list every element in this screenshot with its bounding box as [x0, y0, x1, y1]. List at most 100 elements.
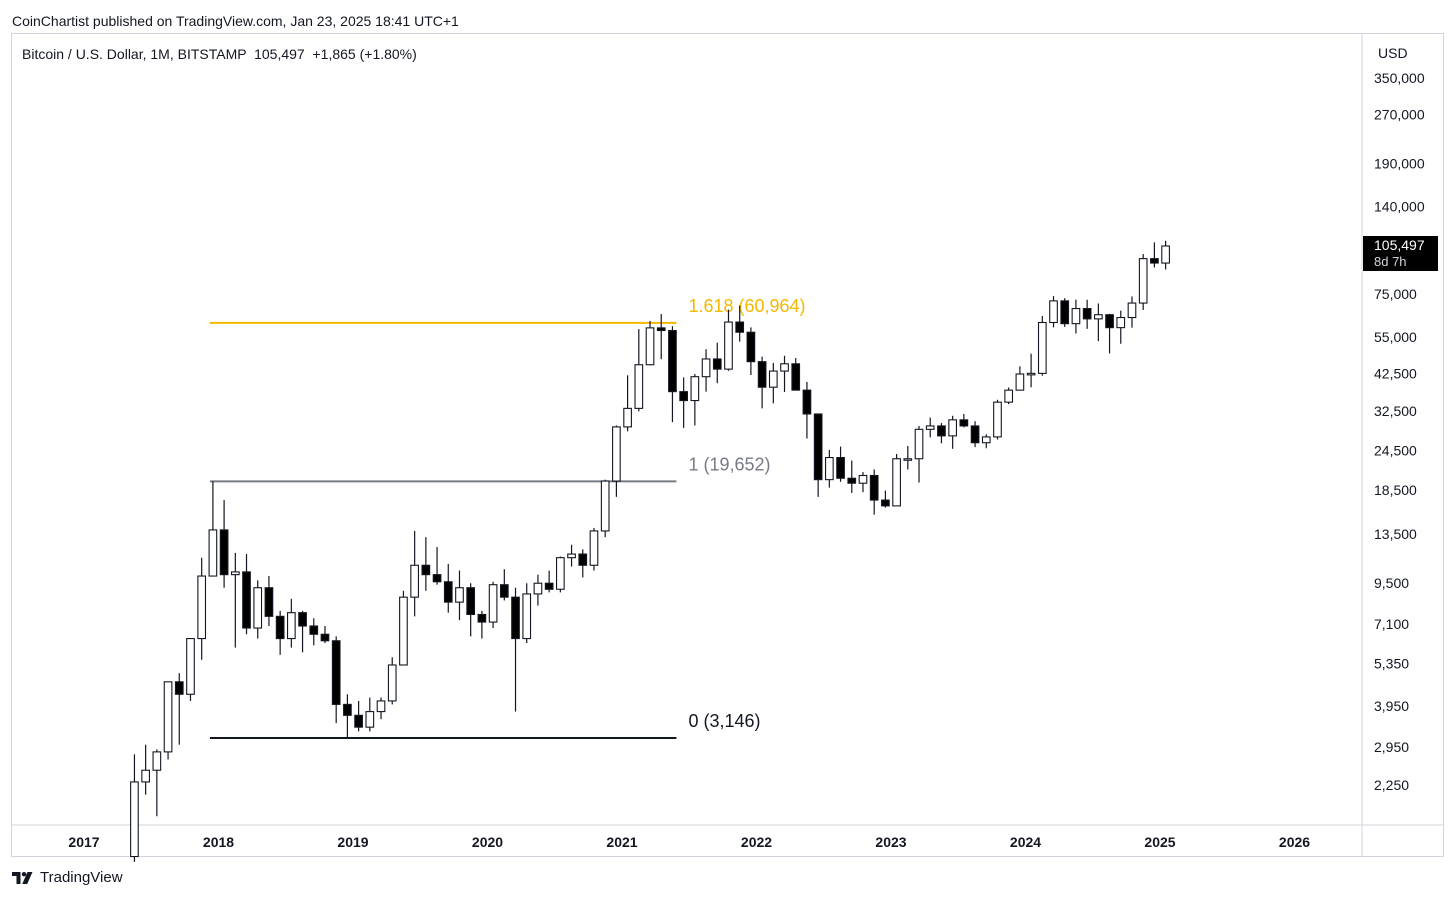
candle-body: [275, 615, 285, 640]
candle-body: [354, 714, 363, 728]
candle-body: [1026, 372, 1036, 376]
candle-body: [847, 477, 857, 484]
candle-body: [488, 584, 498, 623]
symbol-legend: Bitcoin / U.S. Dollar, 1M, BITSTAMP 105,…: [22, 46, 417, 62]
candle-body: [376, 700, 386, 713]
tradingview-logo[interactable]: TradingView: [12, 869, 123, 886]
candle-body: [735, 321, 745, 333]
candle-body: [634, 364, 644, 409]
candle-body: [544, 582, 554, 590]
fib-level-label: 1.618 (60,964): [688, 296, 805, 316]
candle-body: [993, 401, 1002, 438]
candle-body: [970, 425, 980, 444]
candle-body: [746, 331, 756, 363]
x-tick-label: 2018: [203, 834, 234, 850]
candle-body: [578, 553, 588, 566]
y-tick-label: 2,250: [1374, 777, 1409, 793]
candle-body: [1127, 302, 1137, 319]
candle-body: [242, 571, 251, 629]
candle-body: [499, 584, 509, 598]
candle-body: [701, 358, 711, 378]
candle-body: [1037, 321, 1047, 374]
candle-body: [802, 389, 812, 415]
fib-level-label: 0 (3,146): [688, 711, 760, 731]
y-tick-label: 42,500: [1374, 365, 1417, 381]
candle-body: [858, 474, 868, 484]
candle-body: [881, 499, 890, 507]
y-tick-label: 5,350: [1374, 656, 1409, 672]
candle-body: [298, 612, 307, 627]
y-tick-label: 24,500: [1374, 443, 1417, 459]
candle-body: [1071, 307, 1081, 325]
candle-body: [466, 587, 476, 616]
currency-label: USD: [1378, 45, 1408, 61]
x-tick-label: 2019: [337, 834, 368, 850]
candle-body: [533, 582, 543, 595]
last-price-legend: 105,497: [254, 46, 305, 62]
candle-body: [365, 711, 375, 728]
candle-body: [623, 407, 632, 428]
candle-body: [152, 751, 162, 771]
candle-body: [130, 781, 139, 858]
candle-body: [567, 553, 576, 559]
candle-body: [1015, 373, 1025, 391]
candle-body: [410, 564, 419, 598]
y-tick-label: 55,000: [1374, 329, 1417, 345]
candle-body: [612, 426, 621, 482]
candle-body: [186, 638, 195, 695]
candle-body: [600, 480, 610, 532]
candle-body: [757, 361, 767, 388]
last-price-value: 105,497: [1374, 237, 1425, 253]
candle-body: [197, 575, 207, 640]
candle-body: [825, 457, 834, 481]
candle-body: [556, 557, 565, 590]
candle-body: [163, 681, 173, 753]
candle-body: [343, 703, 352, 716]
y-tick-label: 9,500: [1374, 575, 1409, 591]
candle-body: [331, 640, 341, 705]
candle-body: [724, 321, 733, 370]
candle-body: [1004, 389, 1014, 403]
bar-countdown: 8d 7h: [1374, 254, 1407, 269]
candle-body: [522, 593, 532, 640]
candle-body: [589, 530, 599, 566]
candle-body: [925, 425, 935, 430]
chart-frame: [11, 33, 1444, 857]
x-tick-label: 2023: [875, 834, 906, 850]
candle-body: [679, 391, 688, 402]
y-tick-label: 270,000: [1374, 106, 1425, 122]
candle-body: [645, 327, 655, 366]
fib-level-label: 1 (19,652): [688, 454, 770, 474]
candle-body: [287, 612, 296, 640]
candle-body: [174, 681, 184, 695]
candle-body: [668, 329, 677, 393]
candle-body: [253, 587, 263, 629]
candle-body: [399, 596, 408, 666]
candle-body: [813, 413, 823, 481]
candle-body: [421, 564, 431, 576]
candle-body: [836, 457, 845, 479]
tradingview-logo-icon: [12, 871, 33, 884]
candle-body: [230, 571, 240, 576]
candle-body: [1082, 307, 1092, 320]
candle-body: [219, 529, 229, 576]
candle-body: [1049, 300, 1058, 324]
last-price-tag: [1363, 235, 1438, 271]
candle-body: [656, 327, 666, 332]
x-tick-label: 2022: [741, 834, 772, 850]
candle-body: [690, 376, 700, 402]
candle-body: [455, 587, 464, 603]
y-tick-label: 18,500: [1374, 482, 1417, 498]
y-tick-label: 75,000: [1374, 286, 1417, 302]
candle-body: [432, 574, 442, 583]
x-tick-label: 2021: [606, 834, 637, 850]
x-tick-label: 2017: [68, 834, 99, 850]
publisher-line: CoinChartist published on TradingView.co…: [12, 13, 459, 29]
candle-body: [937, 425, 946, 437]
x-tick-label: 2020: [472, 834, 503, 850]
y-tick-label: 3,950: [1374, 698, 1409, 714]
candle-body: [511, 596, 520, 640]
footer-brand: TradingView: [40, 869, 123, 886]
candle-body: [208, 529, 218, 577]
